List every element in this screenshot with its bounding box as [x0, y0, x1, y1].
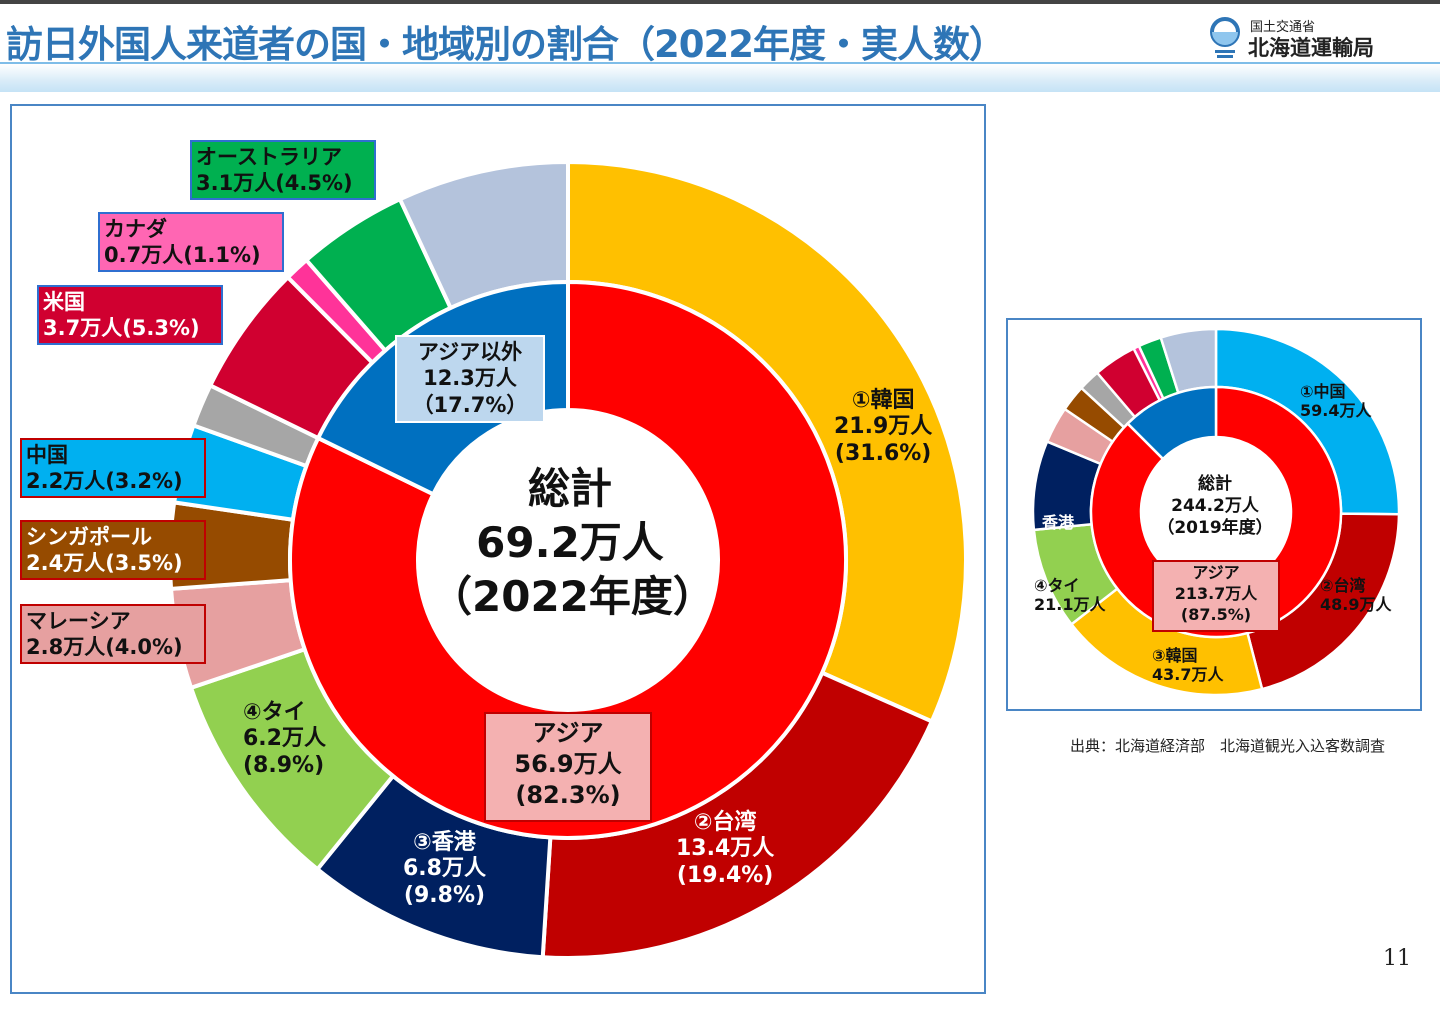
title-rule	[0, 62, 1440, 64]
label-taiwan-2022: ②台湾 13.4万人 (19.4%)	[676, 810, 775, 888]
callout-malaysia-2022: マレーシア 2.8万人(4.0%)	[20, 604, 206, 664]
chart-2022-frame	[10, 104, 986, 994]
donut-2022-center-hole	[418, 410, 718, 710]
ministry-logo: 国土交通省 北海道運輸局	[1206, 14, 1416, 62]
callout-asia-2019: アジア 213.7万人 (87.5%)	[1152, 560, 1280, 632]
total-2019: 総計 244.2万人 （2019年度）	[1157, 474, 1273, 538]
donut-2019-center-hole	[1141, 437, 1291, 587]
top-rule	[0, 0, 1440, 4]
label-thailand-2019: ④タイ 21.1万人	[1034, 576, 1106, 615]
callout-australia-2022: オーストラリア 3.1万人(4.5%)	[190, 140, 376, 200]
logo-ministry-text: 国土交通省	[1250, 20, 1316, 35]
source-note: 出典：北海道経済部 北海道観光入込客数調査	[1070, 737, 1386, 755]
label-korea-2022: ①韓国 21.9万人 (31.6%)	[834, 388, 933, 466]
total-2022: 総計 69.2万人 （2022年度）	[430, 464, 715, 621]
label-korea-2019: ③韓国 43.7万人	[1152, 646, 1224, 685]
page-number: 11	[1383, 946, 1411, 971]
label-hongkong-2019: 香港	[1042, 513, 1075, 532]
label-taiwan-2019: ②台湾 48.9万人	[1320, 576, 1392, 615]
chart-2019-frame	[1006, 318, 1422, 711]
label-thailand-2022: ④タイ 6.2万人 (8.9%)	[243, 700, 326, 778]
callout-china-2022: 中国 2.2万人(3.2%)	[20, 438, 206, 498]
page-title: 訪日外国人来道者の国・地域別の割合（2022年度・実人数）	[6, 23, 1006, 66]
callout-usa-2022: 米国 3.7万人(5.3%)	[37, 285, 223, 345]
ministry-logo-icon	[1210, 17, 1240, 58]
callout-asia-2022: アジア 56.9万人 (82.3%)	[484, 712, 652, 822]
callout-non-asia-2022: アジア以外 12.3万人 （17.7%）	[395, 335, 545, 423]
callout-singapore-2022: シンガポール 2.4万人(3.5%)	[20, 520, 206, 580]
callout-canada-2022: カナダ 0.7万人(1.1%)	[98, 212, 284, 272]
label-china-2019: ①中国 59.4万人	[1300, 382, 1372, 421]
logo-bureau-text: 北海道運輸局	[1248, 36, 1374, 60]
title-band	[0, 64, 1440, 92]
label-hongkong-2022: ③香港 6.8万人 (9.8%)	[403, 830, 486, 908]
